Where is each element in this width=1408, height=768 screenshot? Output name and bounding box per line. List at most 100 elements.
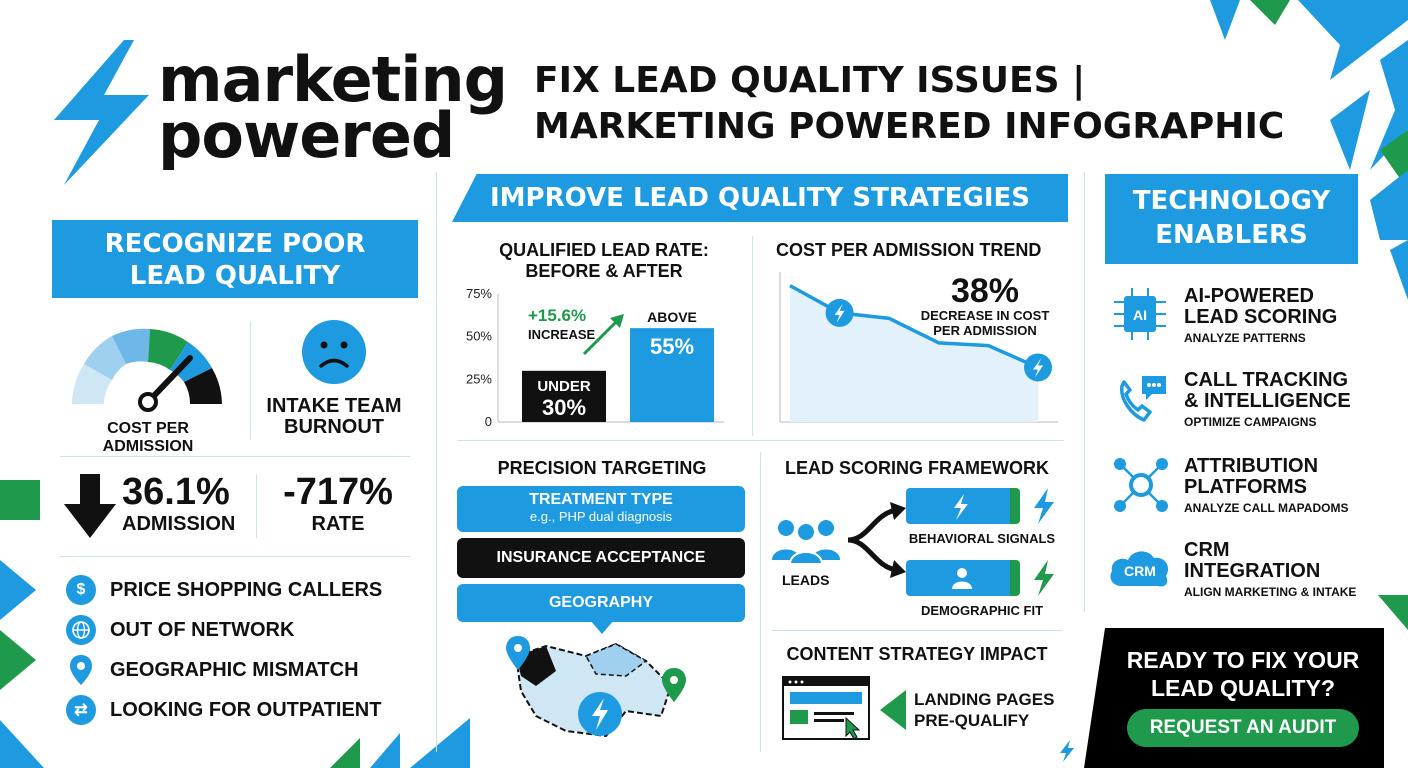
divider: [256, 474, 257, 538]
admission-stat: 36.1% ADMISSION: [122, 472, 252, 536]
globe-icon: [66, 615, 96, 645]
swap-icon: ⇄: [66, 695, 96, 725]
corner-decoration-right-small: [1378, 595, 1408, 630]
dollar-icon: $: [66, 575, 96, 605]
lightning-icon: [954, 494, 968, 520]
tech-title-line-2: LEAD SCORING: [1184, 306, 1338, 328]
burnout-label-line-1: INTAKE TEAM: [266, 395, 402, 417]
divider: [752, 236, 753, 436]
map-pin-icon: [66, 655, 96, 685]
issue-price-shopping: $ PRICE SHOPPING CALLERS: [66, 574, 426, 606]
content-title: CONTENT STRATEGY IMPACT: [786, 644, 1048, 664]
gauge-label: COST PER ADMISSION: [102, 420, 194, 455]
split-arrows-icon: [847, 502, 906, 578]
cost-trend-line-chart: [779, 272, 1058, 423]
ai-chip-icon: AI: [1114, 288, 1166, 340]
before-bar-label-value: 30%: [542, 395, 586, 420]
divider: [250, 322, 251, 440]
tech-subtitle: ANALYZE PATTERNS: [1184, 331, 1306, 345]
strategies-banner: IMPROVE LEAD QUALITY STRATEGIES: [452, 174, 1068, 222]
page-title: FIX LEAD QUALITY ISSUES | MARKETING POWE…: [534, 58, 1294, 150]
title-line-1: FIX LEAD QUALITY ISSUES |: [534, 60, 1086, 101]
cost-decrease-label-line-2: PER ADMISSION: [933, 323, 1037, 338]
targeting-insurance: INSURANCE ACCEPTANCE: [457, 538, 745, 578]
divider: [458, 440, 1064, 441]
cost-decrease-label: DECREASE IN COST PER ADMISSION: [914, 308, 1056, 338]
cta-heading: READY TO FIX YOUR LEAD QUALITY?: [1110, 646, 1376, 702]
tech-title-line-1: AI-POWERED: [1184, 285, 1314, 307]
green-triangle-pointer: [880, 690, 906, 730]
increase-arrow-icon: [582, 314, 624, 356]
divider: [1084, 172, 1085, 612]
lightning-icon: [834, 303, 845, 323]
tech-subtitle: OPTIMIZE CAMPAIGNS: [1184, 415, 1317, 429]
crm-badge-text: CRM: [1124, 563, 1156, 579]
corner-decoration-left: [0, 480, 44, 768]
demographic-fit-card: [906, 560, 1020, 596]
lightning-icon: [1034, 560, 1054, 596]
admission-stat-label: ADMISSION: [122, 513, 236, 535]
y-tick-label: 25%: [466, 371, 492, 386]
request-audit-button[interactable]: REQUEST AN AUDIT: [1127, 709, 1359, 747]
phone-icon: [1120, 376, 1166, 422]
leads-people-icon: [772, 520, 840, 564]
divider: [760, 452, 761, 752]
lightning-logo-icon: [54, 40, 149, 185]
issue-geographic-mismatch: GEOGRAPHIC MISMATCH: [66, 654, 426, 686]
behavioral-signals-card: [906, 488, 1020, 524]
corner-decoration-top-right: [1210, 0, 1408, 300]
behavioral-signals-label: BEHAVIORAL SIGNALS: [908, 531, 1056, 546]
content-label-line-1: LANDING PAGES: [914, 690, 1055, 709]
tech-banner-line-2: ENABLERS: [1155, 220, 1308, 250]
demographic-fit-label: DEMOGRAPHIC FIT: [920, 603, 1044, 618]
issue-label: OUT OF NETWORK: [110, 618, 295, 641]
bar-before: [522, 370, 606, 422]
cost-decrease-label-line-1: DECREASE IN COST: [920, 308, 1050, 323]
issue-label: PRICE SHOPPING CALLERS: [110, 578, 383, 601]
treatment-type-example: e.g., PHP dual diagnosis: [529, 509, 673, 524]
recognize-banner: RECOGNIZE POOR LEAD QUALITY: [52, 220, 418, 298]
y-tick-label: 75%: [466, 286, 492, 301]
tech-title-line-2: & INTELLIGENCE: [1184, 390, 1351, 412]
qualified-chart-title: QUALIFIED LEAD RATE: BEFORE & AFTER: [486, 240, 722, 282]
cta-heading-line-1: READY TO FIX YOUR: [1126, 647, 1360, 673]
tech-title: CALL TRACKING & INTELLIGENCE: [1184, 370, 1364, 412]
gauge-icon: [72, 328, 222, 412]
targeting-treatment-type: TREATMENT TYPE e.g., PHP dual diagnosis: [457, 486, 745, 532]
leads-label: LEADS: [782, 572, 830, 588]
issue-label: LOOKING FOR OUTPATIENT: [110, 698, 382, 721]
sad-face-icon: [302, 320, 366, 384]
y-tick-label: 50%: [466, 329, 492, 344]
person-icon: [952, 568, 972, 589]
tech-item-crm: CRM INTEGRATION ALIGN MARKETING & INTAKE: [1184, 539, 1364, 600]
brand-logo-text: marketing powered: [158, 49, 508, 172]
burnout-label: INTAKE TEAM BURNOUT: [258, 396, 410, 438]
targeting-geography: GEOGRAPHY: [457, 584, 745, 622]
lightning-icon: [1056, 738, 1078, 764]
rate-stat-label: RATE: [311, 513, 365, 535]
crm-cloud-icon: CRM: [1110, 551, 1169, 587]
landing-page-icon: [782, 676, 870, 740]
tech-title: AI-POWERED LEAD SCORING: [1184, 286, 1364, 328]
burnout-label-line-2: BURNOUT: [284, 416, 384, 438]
tech-banner: TECHNOLOGY ENABLERS: [1105, 174, 1358, 264]
network-icon: [1114, 458, 1168, 512]
tech-subtitle: ANALYZE CALL MAPADOMS: [1184, 501, 1349, 515]
tech-title: ATTRIBUTION PLATFORMS: [1184, 456, 1364, 498]
lightning-icon: [1033, 358, 1043, 378]
qualified-chart-title-line-1: QUALIFIED LEAD RATE:: [499, 240, 709, 260]
tech-item-call-tracking: CALL TRACKING & INTELLIGENCE OPTIMIZE CAM…: [1184, 370, 1364, 430]
scoring-title: LEAD SCORING FRAMEWORK: [785, 458, 1049, 478]
trend-area: [790, 285, 1038, 422]
increase-value: +15.6%: [528, 306, 587, 325]
cta-heading-line-2: LEAD QUALITY?: [1151, 675, 1335, 701]
divider: [60, 456, 410, 457]
issue-outpatient: ⇄ LOOKING FOR OUTPATIENT: [66, 694, 426, 726]
after-bar-label-top: ABOVE: [647, 309, 697, 325]
tech-title-line-2: PLATFORMS: [1184, 476, 1307, 498]
logo-line-2: powered: [158, 99, 455, 172]
ai-badge-text: AI: [1133, 307, 1147, 323]
rate-stat-value: -717%: [283, 471, 393, 513]
tech-title-line-1: CRM: [1184, 539, 1230, 561]
